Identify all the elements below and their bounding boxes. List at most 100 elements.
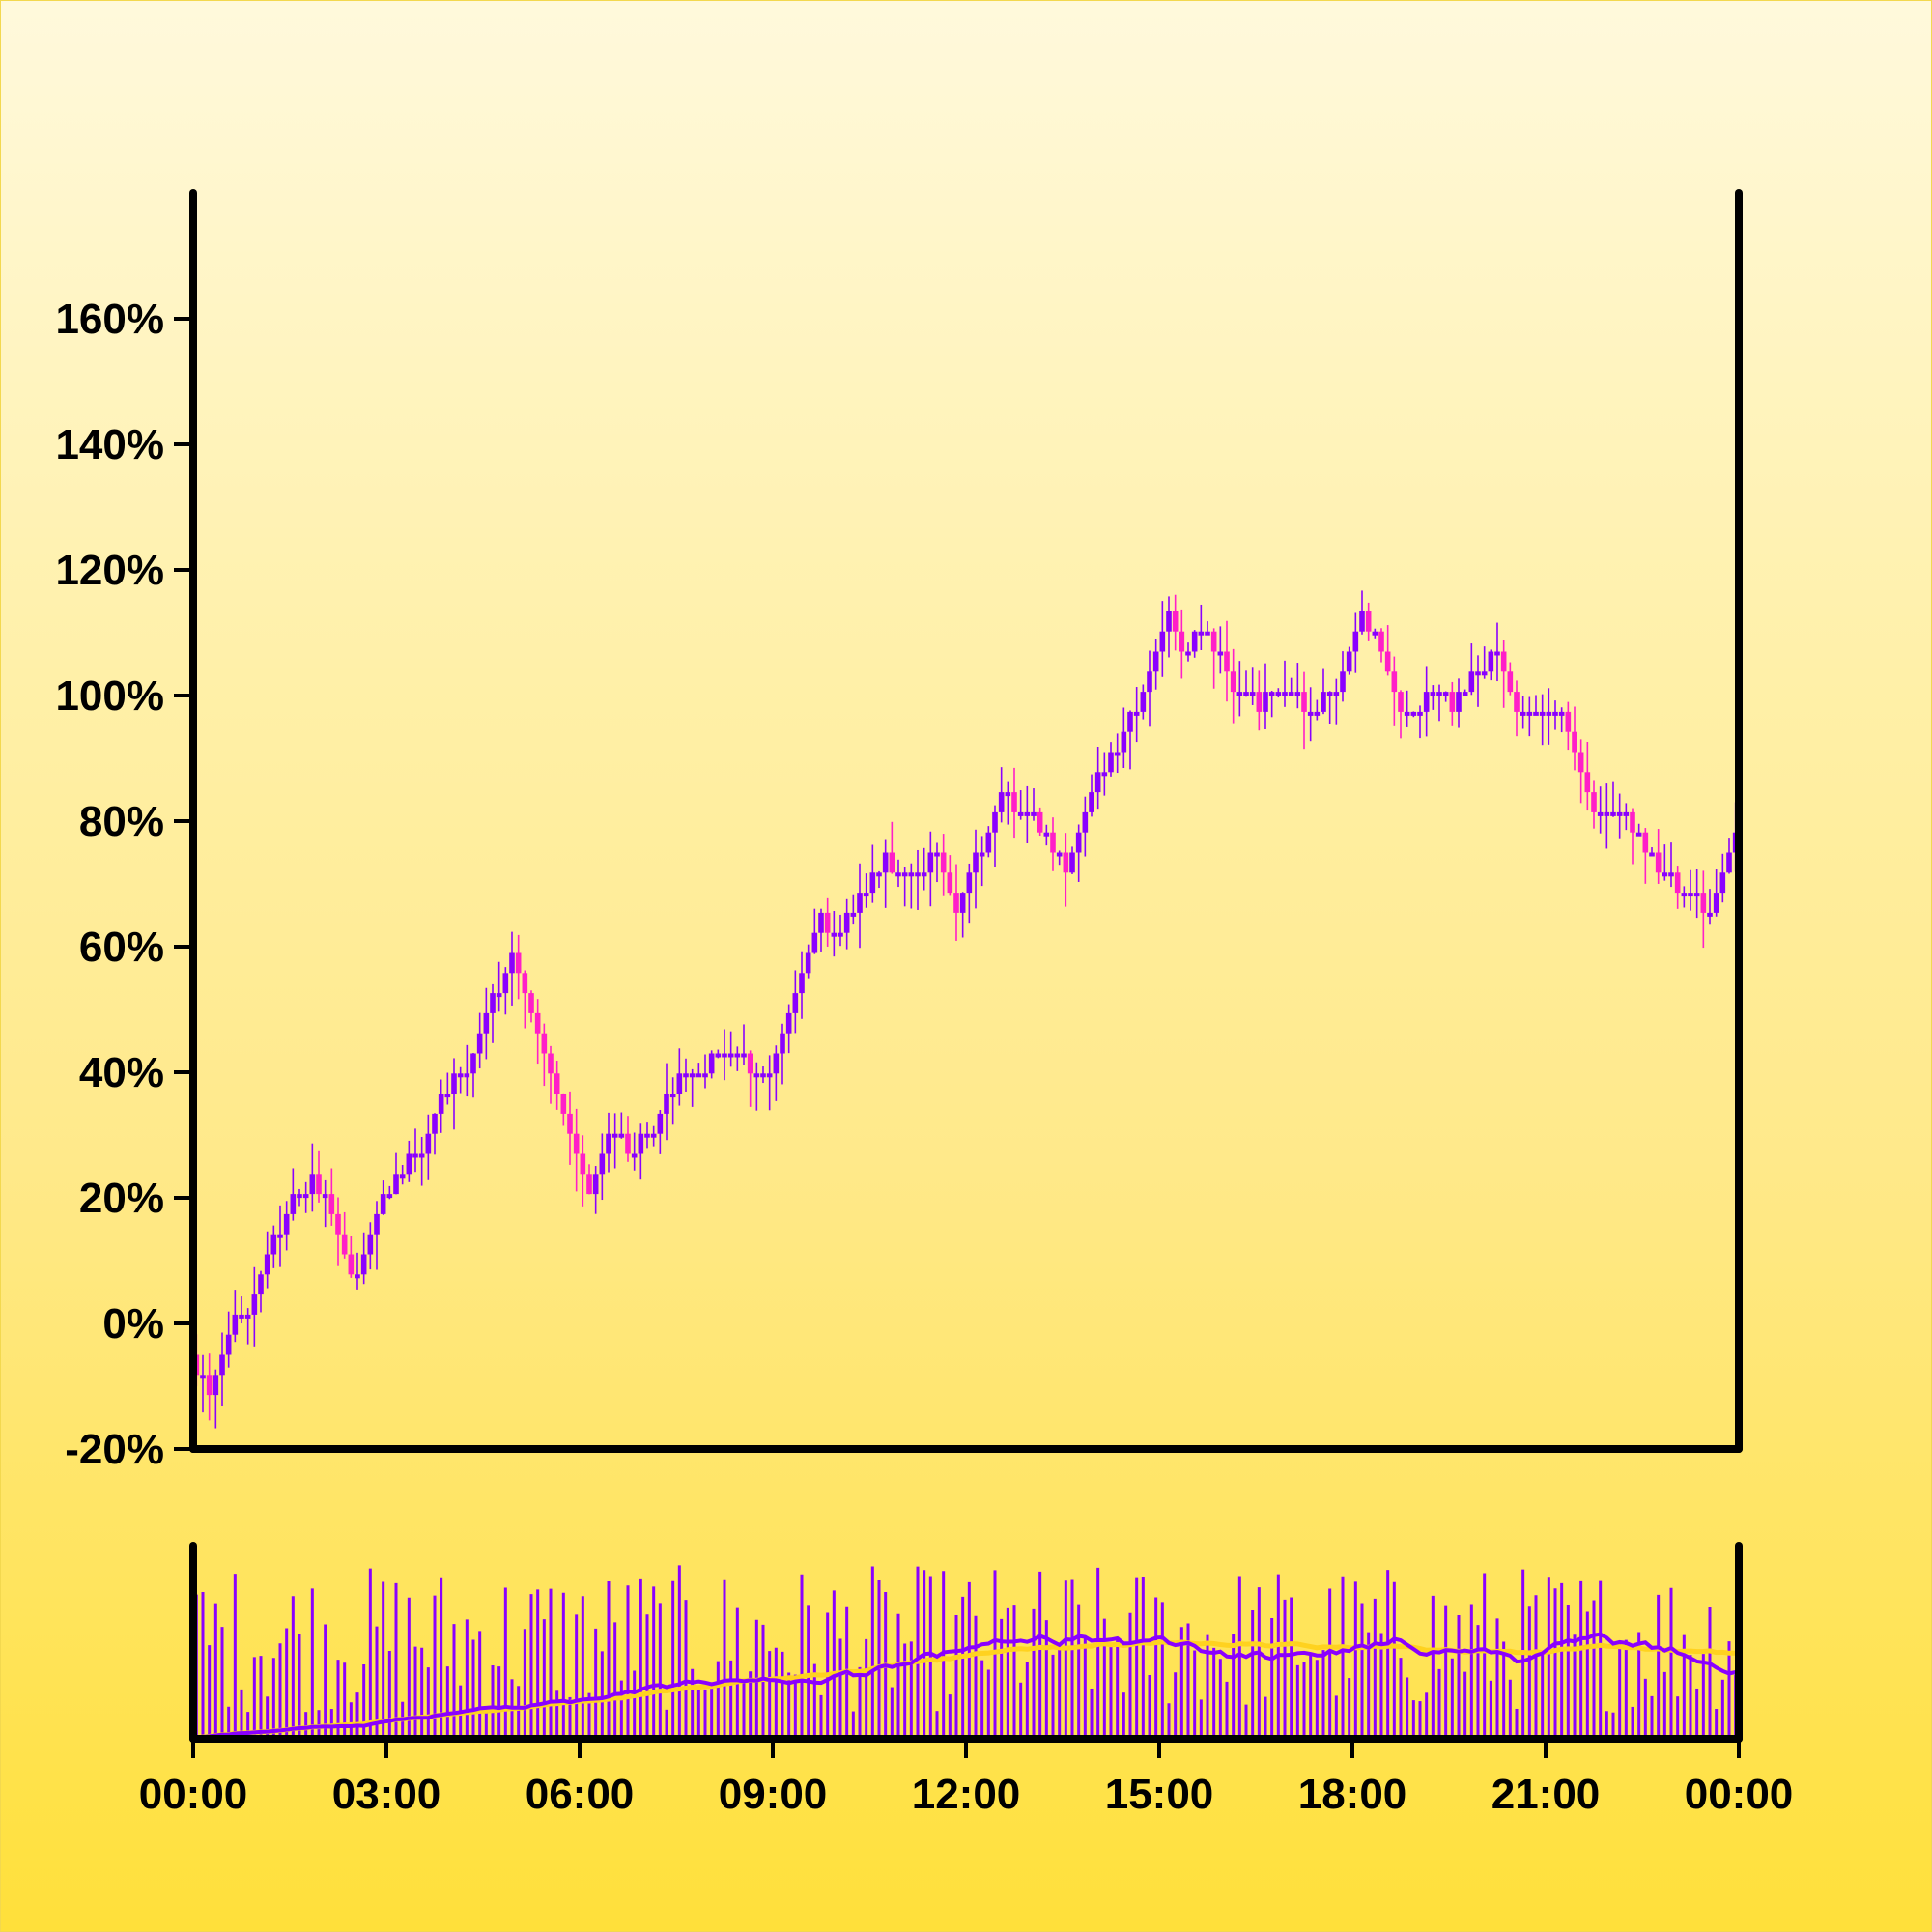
candle-body (664, 1094, 669, 1114)
x-tick-label: 03:00 (332, 1771, 441, 1818)
candle-body (548, 1053, 554, 1074)
candle-body (1642, 832, 1649, 853)
candle-body (1430, 692, 1436, 696)
candle-body (1205, 631, 1210, 636)
candle-body (915, 872, 921, 877)
candle-body (1249, 692, 1256, 696)
candle-body (838, 932, 843, 937)
candle-body (1230, 671, 1236, 693)
candle-body (1314, 711, 1321, 716)
candle-body (1121, 731, 1127, 753)
y-tick-label: 20% (79, 1175, 164, 1222)
candle-body (1063, 852, 1069, 873)
candle-body (1693, 893, 1700, 897)
candle-body (1288, 692, 1294, 696)
candle-body (418, 1153, 425, 1158)
candle-body (1166, 611, 1172, 632)
candle-body (1094, 772, 1101, 793)
candle-body (470, 1053, 476, 1074)
candle-body (476, 1033, 483, 1054)
candle-body (1043, 832, 1050, 837)
candle-body (1108, 752, 1114, 773)
candle-body (921, 872, 927, 877)
candle-body (1662, 872, 1668, 877)
candle-body (727, 1053, 734, 1058)
candle-body (901, 872, 908, 877)
candle-body (1359, 611, 1365, 632)
candle-body (239, 1314, 244, 1319)
candle-body (1533, 711, 1539, 716)
candle-body (206, 1375, 213, 1396)
candle-body (1224, 651, 1230, 672)
candle-body (715, 1053, 722, 1058)
y-tick-label: 100% (55, 672, 164, 720)
candle-body (1475, 671, 1481, 676)
candle-body (1565, 711, 1572, 732)
candle-body (947, 872, 953, 894)
candle-body (1423, 692, 1430, 712)
candle-body (406, 1153, 412, 1175)
candle-body (1707, 912, 1713, 917)
candle-body (251, 1294, 258, 1315)
candle-body (959, 893, 966, 913)
candle-body (380, 1194, 386, 1214)
candle-body (1031, 811, 1037, 816)
candle-body (599, 1153, 606, 1175)
candle-body (773, 1053, 780, 1074)
candle-body (1630, 811, 1635, 833)
candle-body (1552, 711, 1558, 716)
candle-body (1127, 711, 1133, 732)
candle-body (258, 1274, 264, 1295)
candle-body (780, 1033, 785, 1054)
candle-body (1301, 692, 1307, 712)
candle-body (760, 1073, 766, 1078)
candle-body (1655, 852, 1662, 873)
candle-body (1179, 631, 1185, 652)
candle-body (966, 872, 973, 894)
candle-body (348, 1254, 355, 1275)
candle-body (805, 952, 811, 974)
y-tick-label: -20% (65, 1426, 164, 1473)
y-tick-label: 140% (55, 421, 164, 469)
candle-body (831, 932, 838, 937)
candle-body (722, 1053, 727, 1058)
candle-body (644, 1133, 650, 1138)
candle-body (277, 1234, 283, 1238)
candle-body (625, 1133, 631, 1154)
candle-body (1526, 711, 1533, 716)
candle-body (1610, 811, 1616, 816)
candle-body (1082, 811, 1089, 833)
candle-body (843, 912, 850, 933)
candle-body (882, 852, 889, 873)
candle-body (1352, 631, 1359, 652)
candle-body (657, 1113, 664, 1134)
candle-body (985, 832, 992, 853)
candle-body (1546, 711, 1552, 716)
candle-body (1294, 692, 1301, 696)
candle-body (1713, 893, 1719, 913)
candle-body (934, 852, 940, 857)
candle-body (1372, 631, 1378, 636)
candle-body (1456, 692, 1462, 712)
candle-body (412, 1153, 418, 1158)
candle-body (1404, 711, 1410, 716)
candle-body (1668, 872, 1674, 877)
candle-body (1307, 711, 1314, 716)
candle-body (857, 893, 863, 913)
candle-body (438, 1094, 444, 1114)
candle-body (1449, 692, 1456, 712)
candle-body (541, 1033, 548, 1054)
candle-body (1069, 852, 1075, 873)
candle-body (940, 852, 947, 873)
candle-body (1159, 631, 1166, 652)
candle-body (1378, 631, 1384, 652)
candle-body (355, 1274, 360, 1279)
candle-body (567, 1113, 573, 1134)
candle-body (367, 1234, 374, 1255)
candle-body (1198, 631, 1205, 636)
candle-body (1089, 792, 1094, 812)
candle-body (515, 952, 522, 974)
candle-body (580, 1153, 586, 1175)
candle-body (683, 1073, 689, 1078)
candle-body (1268, 692, 1275, 696)
